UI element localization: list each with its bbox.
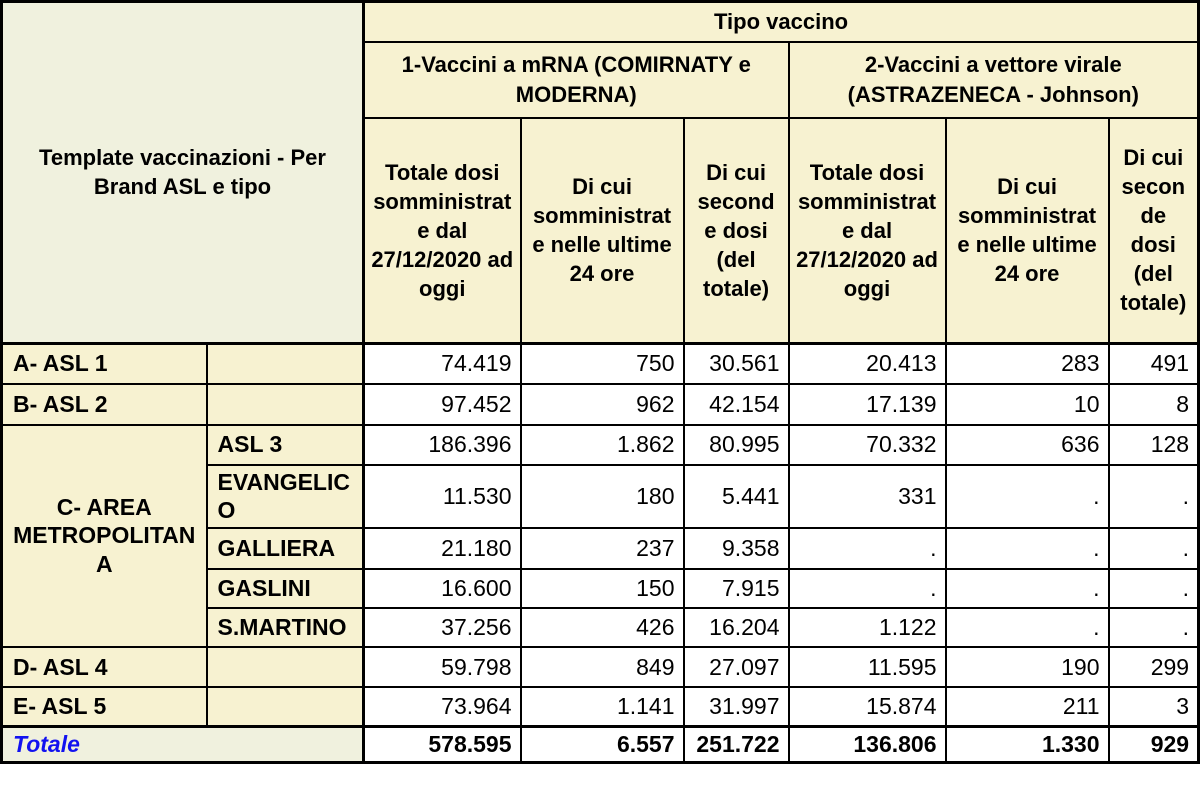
value-cell: 1.141 — [519, 686, 685, 727]
value-cell: 97.452 — [362, 382, 522, 426]
value-cell: 211 — [944, 686, 1110, 727]
value-cell: 20.413 — [787, 342, 947, 385]
row-sublabel — [205, 686, 365, 727]
row-sublabel: ASL 3 — [205, 423, 365, 466]
value-cell: 962 — [519, 382, 685, 426]
row-label: B- ASL 2 — [0, 382, 208, 426]
value-cell: . — [944, 527, 1110, 570]
column-header-last-24h-mrna: Di cui somministrat e nelle ultime 24 or… — [519, 116, 685, 345]
row-label: A- ASL 1 — [0, 342, 208, 385]
group-header-mrna: 1-Vaccini a mRNA (COMIRNATY e MODERNA) — [362, 40, 790, 119]
value-cell: 426 — [519, 607, 685, 648]
row-sublabel — [205, 382, 365, 426]
value-cell: 7.915 — [682, 568, 790, 609]
column-header-total-doses-mrna: Totale dosi somministrat e dal 27/12/202… — [362, 116, 522, 345]
value-cell: 10 — [944, 382, 1110, 426]
value-cell: 636 — [944, 423, 1110, 466]
value-cell: 31.997 — [682, 686, 790, 727]
value-cell: 750 — [519, 342, 685, 385]
row-sublabel — [205, 646, 365, 688]
total-value-cell: 929 — [1107, 724, 1200, 763]
value-cell: 5.441 — [682, 463, 790, 529]
value-cell: 15.874 — [787, 686, 947, 727]
total-value-cell: 6.557 — [519, 724, 685, 763]
row-sublabel — [205, 342, 365, 385]
row-sublabel: GASLINI — [205, 568, 365, 609]
row-label: E- ASL 5 — [0, 686, 208, 727]
value-cell: . — [1107, 527, 1200, 570]
total-value-cell: 136.806 — [787, 724, 947, 763]
total-value-cell: 578.595 — [362, 724, 522, 763]
column-header-total-doses-viral: Totale dosi somministrat e dal 27/12/202… — [787, 116, 947, 345]
value-cell: 59.798 — [362, 646, 522, 688]
value-cell: . — [787, 568, 947, 609]
total-value-cell: 251.722 — [682, 724, 790, 763]
value-cell: 11.595 — [787, 646, 947, 688]
value-cell: 128 — [1107, 423, 1200, 466]
value-cell: 42.154 — [682, 382, 790, 426]
value-cell: 27.097 — [682, 646, 790, 688]
value-cell: 1.862 — [519, 423, 685, 466]
value-cell: . — [1107, 568, 1200, 609]
value-cell: 17.139 — [787, 382, 947, 426]
value-cell: 331 — [787, 463, 947, 529]
value-cell: 180 — [519, 463, 685, 529]
corner-header: Template vaccinazioni - Per Brand ASL e … — [0, 0, 365, 345]
row-sublabel: EVANGELICO — [205, 463, 365, 529]
value-cell: 150 — [519, 568, 685, 609]
value-cell: 186.396 — [362, 423, 522, 466]
value-cell: . — [944, 463, 1110, 529]
row-label: D- ASL 4 — [0, 646, 208, 688]
row-sublabel: S.MARTINO — [205, 607, 365, 648]
value-cell: 30.561 — [682, 342, 790, 385]
value-cell: . — [944, 568, 1110, 609]
value-cell: 21.180 — [362, 527, 522, 570]
column-header-second-doses-mrna: Di cui second e dosi (del totale) — [682, 116, 790, 345]
value-cell: 73.964 — [362, 686, 522, 727]
tipo-vaccino-header: Tipo vaccino — [362, 0, 1200, 43]
value-cell: 3 — [1107, 686, 1200, 727]
row-label-area-metropolitana: C- AREA METROPOLITANA — [0, 423, 208, 648]
value-cell: . — [944, 607, 1110, 648]
column-header-second-doses-viral: Di cui secon de dosi (del totale) — [1107, 116, 1200, 345]
value-cell: 16.204 — [682, 607, 790, 648]
value-cell: . — [1107, 607, 1200, 648]
value-cell: 70.332 — [787, 423, 947, 466]
value-cell: 1.122 — [787, 607, 947, 648]
total-value-cell: 1.330 — [944, 724, 1110, 763]
value-cell: 74.419 — [362, 342, 522, 385]
value-cell: 237 — [519, 527, 685, 570]
value-cell: 190 — [944, 646, 1110, 688]
value-cell: 849 — [519, 646, 685, 688]
value-cell: 16.600 — [362, 568, 522, 609]
value-cell: 283 — [944, 342, 1110, 385]
value-cell: . — [1107, 463, 1200, 529]
value-cell: 8 — [1107, 382, 1200, 426]
value-cell: 9.358 — [682, 527, 790, 570]
group-header-viral-vector: 2-Vaccini a vettore virale (ASTRAZENECA … — [787, 40, 1200, 119]
value-cell: 80.995 — [682, 423, 790, 466]
vaccination-table: Template vaccinazioni - Per Brand ASL e … — [0, 0, 1200, 764]
value-cell: 299 — [1107, 646, 1200, 688]
value-cell: 11.530 — [362, 463, 522, 529]
value-cell: 491 — [1107, 342, 1200, 385]
total-row-label: Totale — [0, 724, 365, 763]
value-cell: 37.256 — [362, 607, 522, 648]
value-cell: . — [787, 527, 947, 570]
column-header-last-24h-viral: Di cui somministrat e nelle ultime 24 or… — [944, 116, 1110, 345]
row-sublabel: GALLIERA — [205, 527, 365, 570]
